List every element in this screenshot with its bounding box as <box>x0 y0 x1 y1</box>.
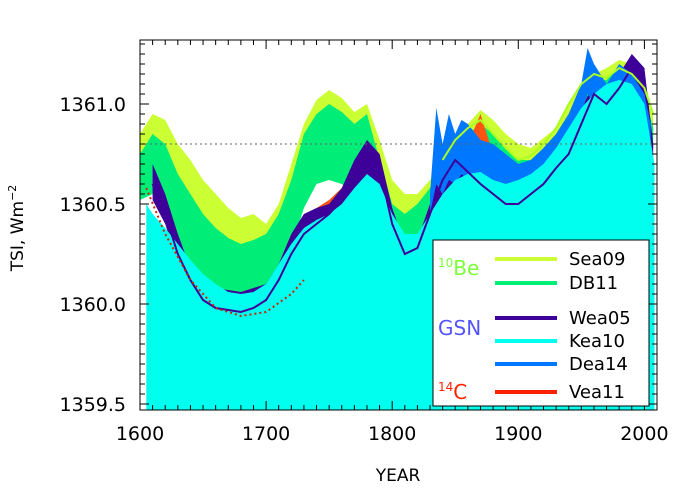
band-db11 <box>140 68 654 308</box>
x-tick-label: 1600 <box>116 423 164 445</box>
legend-entry-db11: DB11 <box>569 273 618 294</box>
legend-group-label: GSN <box>438 316 481 340</box>
plot-frame <box>139 39 658 411</box>
axes-layer: 1600 1700 1800 1900 2000 1359.5 1360.0 1360.5 13… <box>60 40 669 445</box>
legend-box <box>432 239 650 407</box>
y-tick-label: 1361.0 <box>60 94 126 116</box>
line-sea09 <box>441 66 655 162</box>
band-dea14 <box>430 48 651 214</box>
legend-entry-dea14: Dea14 <box>569 354 628 375</box>
legend-group-main: C <box>453 380 467 404</box>
x-tick-label: 2000 <box>620 423 668 445</box>
x-axis-label: YEAR <box>375 466 421 486</box>
legend-group-label: 10Be <box>438 256 479 280</box>
y-tick-label: 1359.5 <box>60 394 126 416</box>
line-wea05 <box>151 66 646 314</box>
y-tick-label: 1360.0 <box>60 294 126 316</box>
legend-entry-wea05: Wea05 <box>569 308 631 329</box>
y-axis-label: TSI, Wm−2 <box>6 185 28 273</box>
y-tick-label: 1360.5 <box>60 194 126 216</box>
y-axis-label-sup: −2 <box>6 185 19 201</box>
legend-group-label: 14C <box>438 380 467 404</box>
y-axis-label-main: TSI, Wm <box>8 201 28 272</box>
legend-entry-kea10: Kea10 <box>569 331 625 352</box>
legend-group-main: Be <box>453 256 479 280</box>
x-tick-label: 1900 <box>494 423 542 445</box>
x-tick-label: 1800 <box>368 423 416 445</box>
legend-group-sup: 10 <box>438 256 453 270</box>
legend-entry-vea11: Vea11 <box>569 382 625 403</box>
legend-entry-sea09: Sea09 <box>569 249 625 270</box>
x-tick-label: 1700 <box>242 423 290 445</box>
legend-group-sup: 14 <box>438 380 453 394</box>
